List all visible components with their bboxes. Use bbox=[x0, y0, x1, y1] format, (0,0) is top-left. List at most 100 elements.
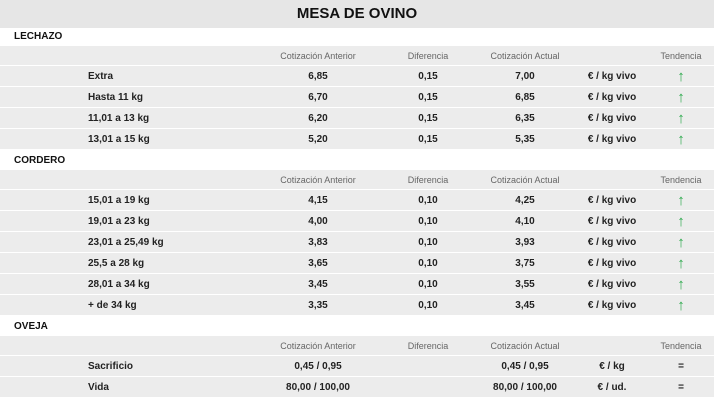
value-cell: € / kg bbox=[599, 361, 625, 372]
section-title: CORDERO bbox=[14, 155, 66, 166]
value-cell: 3,55 bbox=[515, 279, 535, 290]
value-cell: 4,00 bbox=[308, 216, 328, 227]
data-row bbox=[0, 274, 714, 295]
data-row bbox=[0, 295, 714, 316]
trend-indicator: ↑ bbox=[677, 297, 685, 314]
value-cell: € / kg vivo bbox=[587, 300, 637, 311]
value-cell: 3,45 bbox=[308, 279, 328, 290]
value-cell: 0,15 bbox=[418, 92, 438, 103]
row-label: 25,5 a 28 kg bbox=[88, 258, 145, 269]
value-cell: € / kg vivo bbox=[587, 258, 637, 269]
value-cell: 0,15 bbox=[418, 134, 438, 145]
value-cell: 3,65 bbox=[308, 258, 328, 269]
value-cell: 3,35 bbox=[308, 300, 328, 311]
trend-indicator: ↑ bbox=[677, 255, 685, 272]
value-cell: € / kg vivo bbox=[587, 113, 637, 124]
row-label: Sacrificio bbox=[88, 361, 134, 372]
value-cell: 4,10 bbox=[515, 216, 535, 227]
row-label: 13,01 a 15 kg bbox=[88, 134, 150, 145]
data-row bbox=[0, 87, 714, 108]
value-cell: € / kg vivo bbox=[587, 216, 637, 227]
data-row bbox=[0, 211, 714, 232]
column-header: Tendencia bbox=[660, 51, 702, 61]
column-header: Cotización Anterior bbox=[280, 175, 356, 185]
trend-indicator: ↑ bbox=[677, 89, 685, 106]
value-cell: € / kg vivo bbox=[587, 195, 637, 206]
value-cell: 80,00 / 100,00 bbox=[286, 382, 350, 393]
value-cell: 0,10 bbox=[418, 279, 438, 290]
value-cell: 3,83 bbox=[308, 237, 328, 248]
data-row bbox=[0, 108, 714, 129]
value-cell: 0,45 / 0,95 bbox=[294, 361, 342, 372]
value-cell: 0,10 bbox=[418, 258, 438, 269]
value-cell: 3,93 bbox=[515, 237, 535, 248]
value-cell: 0,45 / 0,95 bbox=[501, 361, 549, 372]
data-row bbox=[0, 129, 714, 150]
value-cell: 5,35 bbox=[515, 134, 535, 145]
value-cell: € / kg vivo bbox=[587, 279, 637, 290]
value-cell: 0,10 bbox=[418, 216, 438, 227]
column-header: Diferencia bbox=[407, 175, 449, 185]
table-title: MESA DE OVINO bbox=[0, 0, 714, 28]
column-header: Cotización Anterior bbox=[280, 341, 356, 351]
value-cell: 3,45 bbox=[515, 300, 535, 311]
value-cell: 6,85 bbox=[515, 92, 535, 103]
value-cell: 0,10 bbox=[418, 300, 438, 311]
trend-indicator: ↑ bbox=[677, 131, 685, 148]
value-cell: 6,35 bbox=[515, 113, 535, 124]
header-row bbox=[0, 170, 714, 190]
trend-indicator: = bbox=[678, 361, 684, 372]
trend-indicator: ↑ bbox=[677, 110, 685, 127]
row-label: 11,01 a 13 kg bbox=[88, 113, 150, 124]
data-row bbox=[0, 190, 714, 211]
header-row bbox=[0, 46, 714, 66]
column-header: Cotización Anterior bbox=[280, 51, 356, 61]
row-label: + de 34 kg bbox=[88, 300, 137, 311]
column-header: Tendencia bbox=[660, 175, 702, 185]
value-cell: 0,10 bbox=[418, 195, 438, 206]
trend-indicator: ↑ bbox=[677, 192, 685, 209]
value-cell: 80,00 / 100,00 bbox=[493, 382, 557, 393]
trend-indicator: ↑ bbox=[677, 234, 685, 251]
trend-indicator: ↑ bbox=[677, 213, 685, 230]
row-label: 19,01 a 23 kg bbox=[88, 216, 150, 227]
row-label: Vida bbox=[88, 382, 109, 393]
row-label: Extra bbox=[88, 71, 114, 82]
data-row bbox=[0, 356, 714, 377]
value-cell: 7,00 bbox=[515, 71, 535, 82]
row-label: 15,01 a 19 kg bbox=[88, 195, 150, 206]
data-row bbox=[0, 66, 714, 87]
section-title: OVEJA bbox=[14, 321, 48, 332]
value-cell: € / kg vivo bbox=[587, 71, 637, 82]
value-cell: € / kg vivo bbox=[587, 134, 637, 145]
data-row bbox=[0, 377, 714, 398]
value-cell: 5,20 bbox=[308, 134, 328, 145]
data-row bbox=[0, 232, 714, 253]
value-cell: 6,85 bbox=[308, 71, 328, 82]
trend-indicator: ↑ bbox=[677, 276, 685, 293]
value-cell: 6,20 bbox=[308, 113, 328, 124]
row-label: 23,01 a 25,49 kg bbox=[88, 237, 164, 248]
header-row bbox=[0, 336, 714, 356]
value-cell: 0,15 bbox=[418, 71, 438, 82]
value-cell: 0,10 bbox=[418, 237, 438, 248]
data-row bbox=[0, 253, 714, 274]
column-header: Cotización Actual bbox=[490, 341, 560, 351]
value-cell: € / kg vivo bbox=[587, 92, 637, 103]
value-cell: 0,15 bbox=[418, 113, 438, 124]
column-header: Diferencia bbox=[407, 341, 449, 351]
column-header: Cotización Actual bbox=[490, 175, 560, 185]
row-label: 28,01 a 34 kg bbox=[88, 279, 150, 290]
column-header: Diferencia bbox=[407, 51, 449, 61]
section-title: LECHAZO bbox=[14, 31, 63, 42]
value-cell: 4,25 bbox=[515, 195, 535, 206]
value-cell: 6,70 bbox=[308, 92, 328, 103]
value-cell: € / kg vivo bbox=[587, 237, 637, 248]
trend-indicator: = bbox=[678, 382, 684, 393]
trend-indicator: ↑ bbox=[677, 68, 685, 85]
value-cell: 3,75 bbox=[515, 258, 535, 269]
row-label: Hasta 11 kg bbox=[88, 92, 144, 103]
column-header: Tendencia bbox=[660, 341, 702, 351]
column-header: Cotización Actual bbox=[490, 51, 560, 61]
value-cell: 4,15 bbox=[308, 195, 328, 206]
